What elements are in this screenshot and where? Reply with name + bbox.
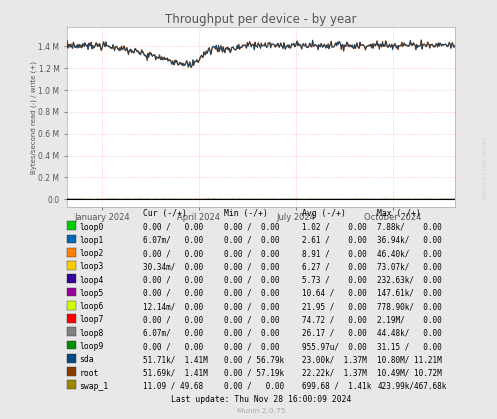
Bar <box>67 221 76 230</box>
Text: 23.00k/  1.37M: 23.00k/ 1.37M <box>302 355 366 364</box>
Text: 7.88k/    0.00: 7.88k/ 0.00 <box>377 223 442 232</box>
Text: swap_1: swap_1 <box>80 382 109 391</box>
Bar <box>67 288 76 296</box>
Bar <box>67 354 76 362</box>
Text: 0.00 /   0.00: 0.00 / 0.00 <box>143 223 203 232</box>
Text: 0.00 /  0.00: 0.00 / 0.00 <box>224 329 280 338</box>
Text: Avg (-/+): Avg (-/+) <box>302 210 345 218</box>
Text: Munin 2.0.75: Munin 2.0.75 <box>237 408 285 414</box>
Text: 74.72 /   0.00: 74.72 / 0.00 <box>302 316 366 324</box>
Text: Min (-/+): Min (-/+) <box>224 210 268 218</box>
Bar <box>67 274 76 283</box>
Text: 2.61 /    0.00: 2.61 / 0.00 <box>302 236 366 245</box>
Text: 11.09 / 49.68: 11.09 / 49.68 <box>143 382 203 391</box>
Text: 0.00 /  0.00: 0.00 / 0.00 <box>224 262 280 272</box>
Text: 26.17 /   0.00: 26.17 / 0.00 <box>302 329 366 338</box>
Text: 6.07m/   0.00: 6.07m/ 0.00 <box>143 329 203 338</box>
Text: 46.40k/   0.00: 46.40k/ 0.00 <box>377 249 442 258</box>
Text: loop9: loop9 <box>80 342 104 351</box>
Text: Max (-/+): Max (-/+) <box>377 210 421 218</box>
Text: loop8: loop8 <box>80 329 104 338</box>
Text: 423.99k/467.68k: 423.99k/467.68k <box>377 382 447 391</box>
Text: 1.02 /    0.00: 1.02 / 0.00 <box>302 223 366 232</box>
Text: 0.00 / 56.79k: 0.00 / 56.79k <box>224 355 284 364</box>
Text: 0.00 /   0.00: 0.00 / 0.00 <box>143 342 203 351</box>
Text: 955.97u/  0.00: 955.97u/ 0.00 <box>302 342 366 351</box>
Text: RRDTOOL / TOBI OETIKER: RRDTOOL / TOBI OETIKER <box>482 136 487 199</box>
Text: 0.00 /   0.00: 0.00 / 0.00 <box>143 289 203 298</box>
Text: 30.34m/  0.00: 30.34m/ 0.00 <box>143 262 203 272</box>
Text: 0.00 / 57.19k: 0.00 / 57.19k <box>224 369 284 378</box>
Text: 73.07k/   0.00: 73.07k/ 0.00 <box>377 262 442 272</box>
Text: 10.49M/ 10.72M: 10.49M/ 10.72M <box>377 369 442 378</box>
Text: 0.00 /   0.00: 0.00 / 0.00 <box>143 276 203 285</box>
Text: 0.00 /   0.00: 0.00 / 0.00 <box>143 316 203 324</box>
Text: 44.48k/   0.00: 44.48k/ 0.00 <box>377 329 442 338</box>
Text: 0.00 /   0.00: 0.00 / 0.00 <box>224 382 284 391</box>
Text: 6.07m/   0.00: 6.07m/ 0.00 <box>143 236 203 245</box>
Text: 0.00 /  0.00: 0.00 / 0.00 <box>224 342 280 351</box>
Text: 51.69k/  1.41M: 51.69k/ 1.41M <box>143 369 207 378</box>
Text: loop4: loop4 <box>80 276 104 285</box>
Title: Throughput per device - by year: Throughput per device - by year <box>165 13 357 26</box>
Text: 8.91 /    0.00: 8.91 / 0.00 <box>302 249 366 258</box>
Text: 6.27 /    0.00: 6.27 / 0.00 <box>302 262 366 272</box>
Text: loop6: loop6 <box>80 302 104 311</box>
Text: 10.80M/ 11.21M: 10.80M/ 11.21M <box>377 355 442 364</box>
Text: 0.00 /  0.00: 0.00 / 0.00 <box>224 276 280 285</box>
Text: 0.00 /  0.00: 0.00 / 0.00 <box>224 289 280 298</box>
Text: 2.19M/    0.00: 2.19M/ 0.00 <box>377 316 442 324</box>
Text: 31.15 /   0.00: 31.15 / 0.00 <box>377 342 442 351</box>
Text: 36.94k/   0.00: 36.94k/ 0.00 <box>377 236 442 245</box>
Text: 12.14m/  0.00: 12.14m/ 0.00 <box>143 302 203 311</box>
Text: 147.61k/  0.00: 147.61k/ 0.00 <box>377 289 442 298</box>
Bar <box>67 248 76 256</box>
Text: Last update: Thu Nov 28 16:00:09 2024: Last update: Thu Nov 28 16:00:09 2024 <box>171 395 351 404</box>
Bar <box>67 367 76 376</box>
Text: 0.00 /   0.00: 0.00 / 0.00 <box>143 249 203 258</box>
Bar <box>67 314 76 323</box>
Text: 0.00 /  0.00: 0.00 / 0.00 <box>224 249 280 258</box>
Text: 5.73 /    0.00: 5.73 / 0.00 <box>302 276 366 285</box>
Text: loop1: loop1 <box>80 236 104 245</box>
Text: 0.00 /  0.00: 0.00 / 0.00 <box>224 236 280 245</box>
Text: loop3: loop3 <box>80 262 104 272</box>
Text: 0.00 /  0.00: 0.00 / 0.00 <box>224 316 280 324</box>
Text: Cur (-/+): Cur (-/+) <box>143 210 186 218</box>
Bar <box>67 341 76 349</box>
Text: 51.71k/  1.41M: 51.71k/ 1.41M <box>143 355 207 364</box>
Text: 232.63k/  0.00: 232.63k/ 0.00 <box>377 276 442 285</box>
Text: 0.00 /  0.00: 0.00 / 0.00 <box>224 302 280 311</box>
Text: root: root <box>80 369 99 378</box>
Text: 778.90k/  0.00: 778.90k/ 0.00 <box>377 302 442 311</box>
Text: sda: sda <box>80 355 94 364</box>
Text: loop5: loop5 <box>80 289 104 298</box>
Bar <box>67 380 76 389</box>
Text: loop0: loop0 <box>80 223 104 232</box>
Bar <box>67 301 76 310</box>
Text: 0.00 /  0.00: 0.00 / 0.00 <box>224 223 280 232</box>
Y-axis label: Bytes/second read (-) / write (+): Bytes/second read (-) / write (+) <box>30 61 37 174</box>
Text: loop7: loop7 <box>80 316 104 324</box>
Text: 699.68 /  1.41k: 699.68 / 1.41k <box>302 382 371 391</box>
Text: 21.95 /   0.00: 21.95 / 0.00 <box>302 302 366 311</box>
Bar <box>67 235 76 243</box>
Text: 22.22k/  1.37M: 22.22k/ 1.37M <box>302 369 366 378</box>
Text: 10.64 /   0.00: 10.64 / 0.00 <box>302 289 366 298</box>
Text: loop2: loop2 <box>80 249 104 258</box>
Bar <box>67 328 76 336</box>
Bar <box>67 261 76 270</box>
